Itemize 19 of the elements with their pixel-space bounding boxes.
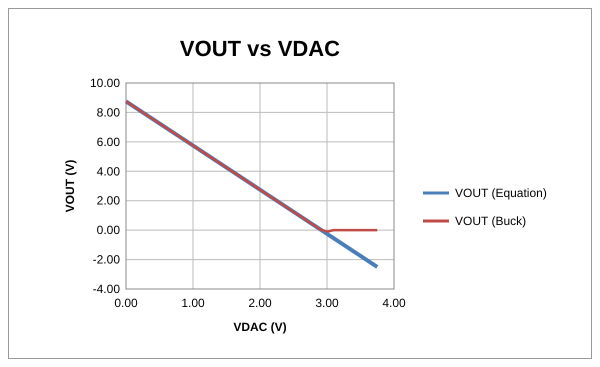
y-axis-title: VOUT (V) (63, 160, 77, 212)
x-tick-label: 0.00 (114, 296, 138, 310)
legend-label: VOUT (Buck) (455, 214, 526, 228)
y-tick-label: 2.00 (96, 194, 120, 208)
line-series (124, 100, 378, 233)
x-tick-label: 4.00 (382, 296, 406, 310)
y-tick-label: 4.00 (96, 164, 120, 178)
x-axis-title: VDAC (V) (233, 320, 287, 334)
legend-label: VOUT (Equation) (455, 186, 547, 200)
y-tick-label: 10.00 (90, 76, 120, 90)
x-tick-label: 3.00 (315, 296, 339, 310)
x-tick-label: 1.00 (181, 296, 205, 310)
y-tick-label: 6.00 (96, 134, 120, 149)
y-tick-label: 0.00 (96, 223, 120, 238)
x-tick-label: 2.00 (248, 296, 272, 310)
y-tick-label: 8.00 (96, 105, 120, 120)
chart-title: VOUT vs VDAC (180, 36, 340, 61)
y-tick-label: -2.00 (92, 252, 120, 267)
y-tick-label: -4.00 (92, 282, 120, 296)
